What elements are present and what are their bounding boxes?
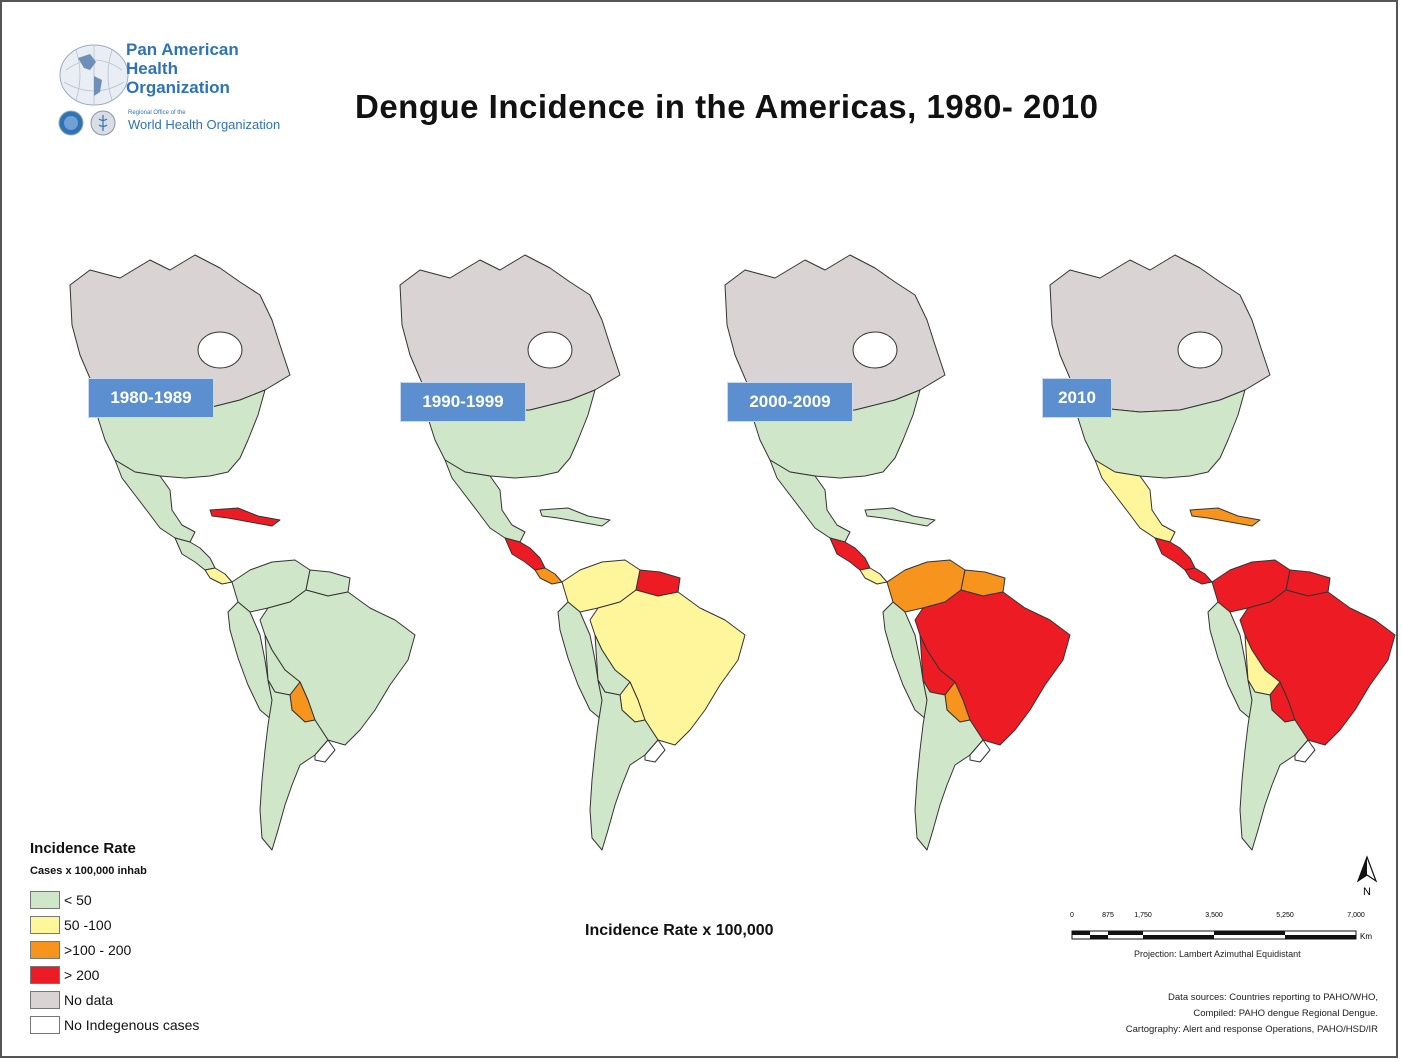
legend-swatch — [30, 940, 60, 959]
period-label: 1990-1999 — [400, 382, 526, 422]
hudson-bay — [1177, 331, 1223, 369]
map-panel: 2000-2009 — [665, 240, 1095, 860]
region-mexico — [444, 459, 526, 543]
hudson-bay — [527, 331, 573, 369]
legend-swatch — [30, 1015, 60, 1034]
org-name-line2: Health — [126, 59, 178, 78]
region-southern-cone — [1239, 679, 1309, 851]
region-caribbean — [539, 507, 611, 527]
scale-tick-label: 0 — [1070, 912, 1074, 919]
period-label: 2000-2009 — [727, 382, 853, 422]
region-uruguay — [1294, 739, 1316, 763]
north-arrow-icon: N — [1356, 855, 1378, 898]
org-sub-text: Regional Office of the — [128, 110, 186, 116]
hudson-bay — [197, 331, 243, 369]
globe-logo-icon — [59, 44, 129, 106]
scale-tick-label: 875 — [1102, 912, 1114, 919]
legend-item: >100 - 200 — [30, 937, 199, 962]
who-name: World Health Organization — [128, 117, 281, 132]
map-title: Dengue Incidence in the Americas, 1980- … — [355, 88, 1099, 125]
legend-label: No Indegenous cases — [64, 1016, 200, 1033]
map-panel: 1990-1999 — [340, 240, 770, 860]
source-line: Data sources: Countries reporting to PAH… — [1168, 992, 1378, 1003]
legend-items: < 50 50 -100 >100 - 200 > 200 No data No Inde… — [30, 887, 199, 1037]
scale-tick-label: 5,250 — [1276, 912, 1294, 919]
hudson-bay — [852, 331, 898, 369]
scale-tick-label: 3,500 — [1205, 912, 1223, 919]
region-usa — [1074, 389, 1246, 479]
source-line: Cartography: Alert and response Operatio… — [1125, 1024, 1378, 1035]
scale-tick-label: 7,000 — [1347, 912, 1365, 919]
legend-item: 50 -100 — [30, 912, 199, 937]
legend-swatch — [30, 915, 60, 934]
paho-logo: Pan American Health Organization Regiona… — [40, 36, 300, 141]
region-panama — [859, 567, 888, 585]
region-central — [504, 537, 546, 571]
legend-label: 50 -100 — [64, 916, 112, 933]
legend-item: > 200 — [30, 962, 199, 987]
region-mexico — [114, 459, 196, 543]
legend-label: > 200 — [64, 966, 100, 983]
region-caribbean — [864, 507, 936, 527]
region-southern-cone — [589, 679, 659, 851]
region-caribbean — [209, 507, 281, 527]
paho-seal-icon — [58, 110, 84, 136]
region-panama — [1184, 567, 1213, 585]
region-panama — [204, 567, 233, 585]
source-line: Compiled: PAHO dengue Regional Dengue. — [1193, 1008, 1378, 1019]
region-caribbean — [1189, 507, 1261, 527]
legend-label: >100 - 200 — [64, 941, 132, 958]
legend-subtitle: Cases x 100,000 inhab — [30, 865, 147, 877]
legend: Incidence Rate Cases x 100,000 inhab < 5… — [30, 840, 199, 1037]
americas-map — [1049, 254, 1396, 851]
map-panel: 2010 — [990, 240, 1402, 860]
legend-item: < 50 — [30, 887, 199, 912]
period-label: 2010 — [1042, 378, 1112, 418]
scale-unit: Km — [1360, 932, 1372, 941]
region-southern-cone — [259, 679, 329, 851]
region-uruguay — [644, 739, 666, 763]
legend-swatch — [30, 990, 60, 1009]
scale-bar: 0 875 1,750 3,500 5,250 7,000 Km — [1070, 912, 1372, 941]
legend-title: Incidence Rate — [30, 840, 136, 857]
org-name: Pan American Health Organization — [126, 40, 239, 97]
region-southern-cone — [914, 679, 984, 851]
legend-swatch — [30, 890, 60, 909]
incidence-caption: Incidence Rate x 100,000 — [585, 922, 774, 939]
period-label: 1980-1989 — [88, 378, 214, 418]
region-mexico — [769, 459, 851, 543]
north-label: N — [1363, 886, 1371, 898]
region-uruguay — [969, 739, 991, 763]
map-panel: 1980-1989 — [10, 240, 440, 860]
org-name-line3: Organization — [126, 78, 230, 97]
legend-swatch — [30, 965, 60, 984]
region-panama — [534, 567, 563, 585]
data-sources: Data sources: Countries reporting to PAH… — [1126, 990, 1378, 1038]
region-central — [829, 537, 871, 571]
projection-note: Projection: Lambert Azimuthal Equidistan… — [1134, 949, 1301, 959]
americas-map — [399, 254, 746, 851]
region-mexico — [1094, 459, 1176, 543]
org-name-line1: Pan American — [126, 40, 239, 59]
who-seal-icon — [90, 110, 116, 136]
region-central — [174, 537, 216, 571]
region-uruguay — [314, 739, 336, 763]
legend-item: No data — [30, 987, 199, 1012]
legend-item: No Indegenous cases — [30, 1012, 199, 1037]
scale-tick-label: 1,750 — [1134, 912, 1152, 919]
legend-label: < 50 — [64, 891, 92, 908]
legend-label: No data — [64, 991, 114, 1008]
region-central — [1154, 537, 1196, 571]
americas-map — [724, 254, 1071, 851]
